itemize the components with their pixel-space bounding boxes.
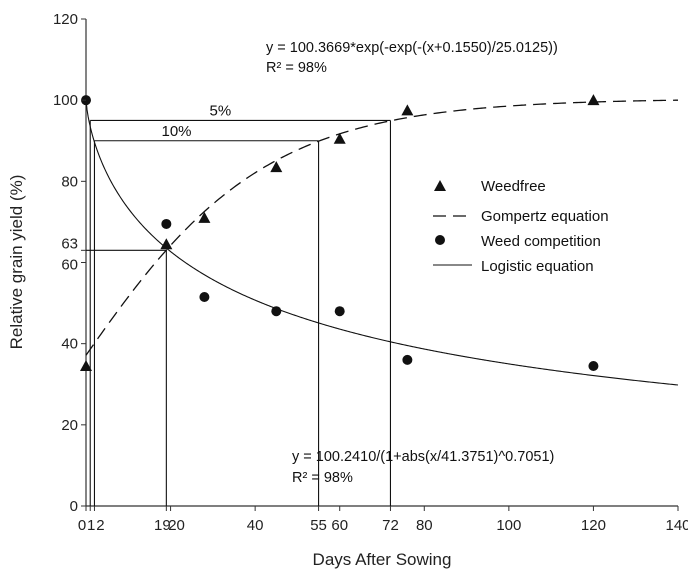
legend-triangle-marker (434, 180, 446, 191)
weedfree-point-5 (401, 104, 414, 116)
y-tick-label-120: 120 (53, 11, 78, 28)
weedfree-point-1 (160, 238, 173, 250)
legend-label-gompertz: Gompertz equation (481, 208, 609, 225)
x-tick-label-1: 1 (87, 517, 95, 534)
x-axis-title: Days After Sowing (313, 550, 452, 569)
legend: Weedfree Gompertz equation Weed competit… (433, 178, 609, 275)
weedfree-point-6 (587, 94, 600, 106)
reference-labels: 5% 10% (161, 102, 231, 139)
fit-curves (85, 99, 679, 386)
weed-competition-point-4 (334, 306, 345, 317)
y-tick-label-40: 40 (61, 336, 78, 353)
reference-label-5%: 5% (209, 102, 231, 119)
x-tick-label-2: 2 (96, 517, 104, 534)
y-tick-label-60: 60 (61, 257, 78, 274)
x-tick-label-120: 120 (581, 517, 606, 534)
x-tick-label-80: 80 (416, 517, 433, 534)
y-tick-label-20: 20 (61, 417, 78, 434)
x-tick-label-140: 140 (665, 517, 688, 534)
y-tick-label-63: 63 (61, 235, 78, 252)
x-tick-label-20: 20 (168, 517, 185, 534)
x-tick-label-72: 72 (382, 517, 399, 534)
legend-label-weedfree: Weedfree (481, 178, 546, 195)
weedfree-point-4 (333, 132, 346, 144)
weed-competition-point-6 (588, 360, 599, 371)
x-tick-label-60: 60 (331, 517, 348, 534)
legend-label-logistic: Logistic equation (481, 258, 594, 275)
weed-competition-point-1 (161, 218, 172, 229)
x-tick-label-40: 40 (247, 517, 264, 534)
weedfree-point-0 (80, 359, 92, 371)
y-axis-title: Relative grain yield (%) (7, 175, 26, 350)
reference-label-10%: 10% (161, 123, 191, 140)
data-markers (80, 94, 600, 371)
weed-competition-point-2 (199, 291, 210, 302)
gompertz-equation: y = 100.3669*exp(-exp(-(x+0.1550)/25.012… (266, 40, 558, 56)
weedfree-point-3 (270, 161, 283, 173)
x-tick-label-100: 100 (496, 517, 521, 534)
y-tick-label-0: 0 (70, 498, 78, 515)
x-tick-label-0: 0 (78, 517, 86, 534)
x-tick-label-55: 55 (310, 517, 327, 534)
logistic-r2: R² = 98% (292, 470, 353, 486)
logistic-equation: y = 100.2410/(1+abs(x/41.3751)^0.7051) (292, 449, 554, 465)
logistic-curve (85, 99, 679, 386)
x-tick-label-19: 19 (154, 517, 171, 534)
weedfree-point-2 (198, 211, 211, 223)
weed-competition-point-3 (271, 306, 282, 317)
y-tick-label-80: 80 (61, 173, 78, 190)
y-tick-label-100: 100 (53, 92, 78, 109)
weed-competition-point-5 (402, 354, 413, 365)
legend-circle-marker (435, 235, 445, 245)
legend-label-weed-competition: Weed competition (481, 233, 601, 250)
gompertz-curve (85, 99, 679, 356)
gompertz-r2: R² = 98% (266, 60, 327, 76)
